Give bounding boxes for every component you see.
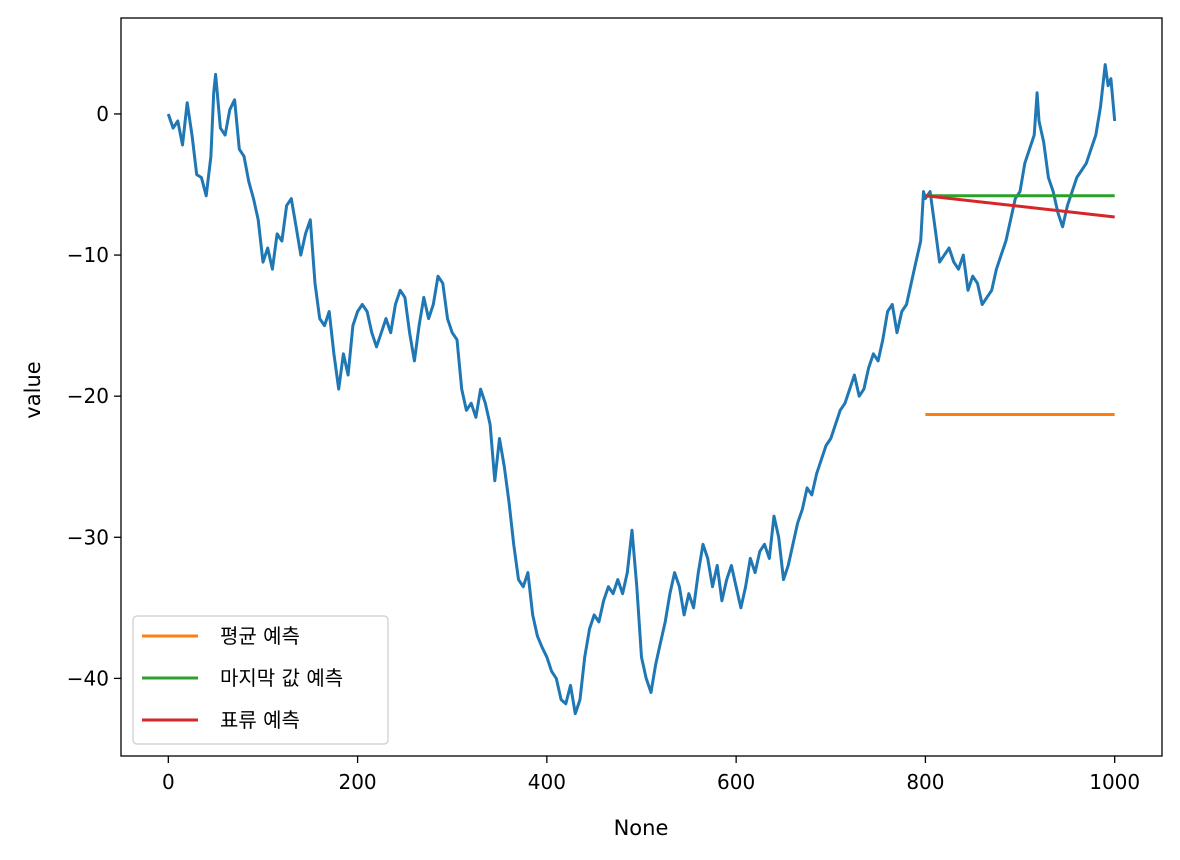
x-tick-label: 1000: [1089, 770, 1140, 794]
y-tick-label: −30: [67, 525, 109, 549]
x-tick-label: 0: [162, 770, 175, 794]
y-tick-label: −10: [67, 243, 109, 267]
x-tick-label: 400: [528, 770, 566, 794]
y-tick-label: −20: [67, 384, 109, 408]
series-layer: [166, 63, 1117, 716]
y-tick-label: −40: [67, 666, 109, 690]
forecast-line-3: [925, 194, 1115, 219]
legend-label-3: 표류 예측: [220, 708, 300, 732]
x-tick-label: 800: [906, 770, 944, 794]
y-axis-label: value: [21, 361, 45, 418]
legend-label-1: 평균 예측: [220, 624, 300, 648]
plot-area-frame: [120, 17, 1163, 757]
x-axis-label: None: [614, 816, 669, 840]
legend-box: [132, 615, 389, 745]
series-line-0: [166, 63, 1117, 716]
x-tick-label: 600: [717, 770, 755, 794]
y-tick-label: 0: [96, 102, 109, 126]
x-tick-label: 200: [338, 770, 376, 794]
legend-label-2: 마지막 값 예측: [220, 666, 343, 690]
ticks-layer: 0 200 400 600 800 1000 0 −10 −20 −30 −40: [67, 102, 1140, 794]
